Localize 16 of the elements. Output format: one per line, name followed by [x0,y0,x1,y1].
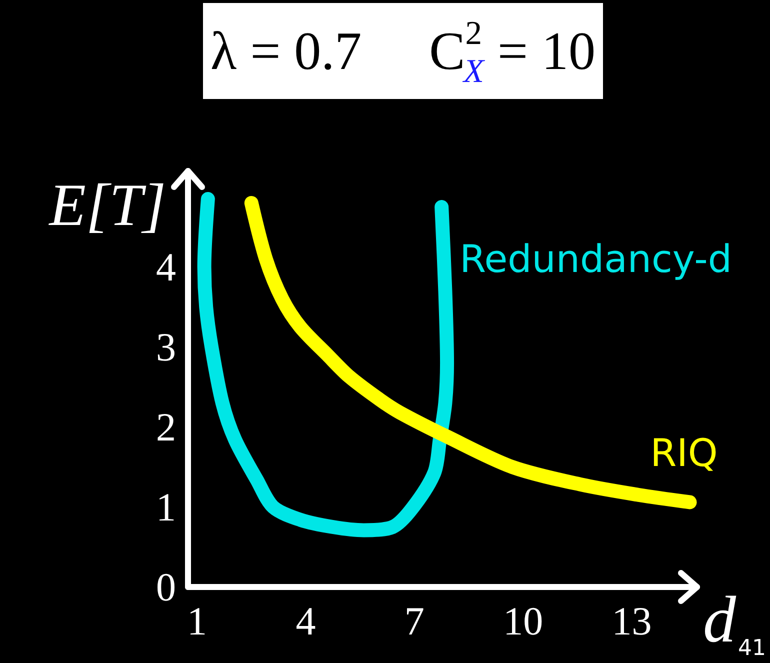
series-label: RIQ [650,431,718,476]
x-tick-label: 10 [503,598,544,644]
x-tick-label: 13 [612,598,652,644]
series-label: Redundancy-d [460,237,732,281]
x-tick-label: 1 [187,598,208,644]
y-tick-label: 2 [156,404,176,450]
x-tick-label: 4 [296,598,316,644]
chart-title: λ = 0.7 C$^{2}$$_{X}$ = 10 [203,3,603,99]
x-axis-title: d [703,584,737,656]
y-axis-title: E[T] [48,172,166,238]
y-tick-label: 1 [156,484,176,530]
y-tick-label: 4 [156,244,176,290]
y-tick-label: 3 [156,324,176,370]
x-tick-label: 7 [404,598,424,644]
text: 41 [738,636,766,661]
y-tick-label: 0 [156,564,176,610]
